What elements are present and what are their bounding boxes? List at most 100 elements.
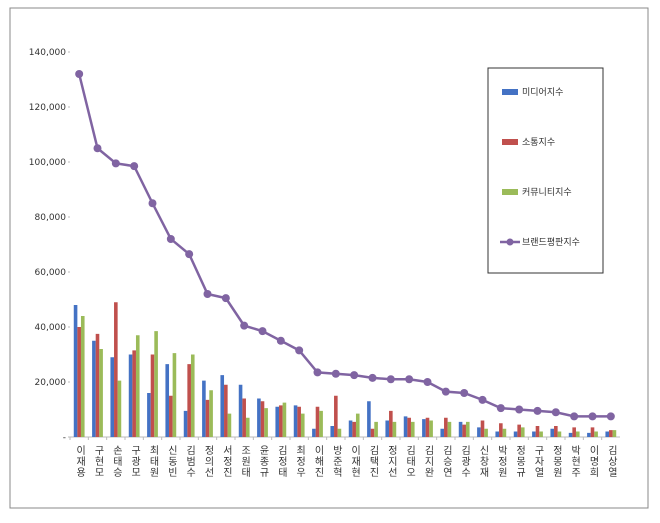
bar (422, 419, 426, 437)
x-tick-label: 김정태 (275, 445, 287, 478)
x-tick-label: 최태원 (147, 445, 159, 478)
bar (367, 401, 371, 437)
bar (590, 427, 595, 437)
bar (410, 421, 415, 437)
bar (374, 421, 378, 437)
bar (370, 428, 375, 437)
marker (441, 387, 450, 396)
x-tick-label: 정몽규 (514, 445, 526, 478)
legend-label: 브랜드평판지수 (522, 237, 580, 248)
bar (502, 428, 507, 437)
marker (203, 290, 212, 298)
bar (282, 402, 287, 437)
bar (462, 424, 466, 437)
x-tick-label: 김택진 (367, 445, 379, 478)
marker (111, 159, 120, 168)
bar (264, 408, 268, 437)
bar (429, 420, 433, 437)
x-tick-label: 구광모 (129, 445, 141, 478)
bar (275, 406, 280, 437)
bar (539, 431, 543, 437)
bar (440, 428, 445, 437)
y-tick-label: 40,000 (35, 323, 67, 333)
x-tick-label: 김승연 (440, 445, 452, 478)
x-tick-label: 김광수 (459, 445, 471, 478)
marker (185, 250, 194, 259)
x-tick-label: 이명희 (587, 445, 599, 478)
bar (202, 380, 206, 437)
bar (444, 417, 448, 437)
bar (117, 380, 122, 437)
bar (572, 427, 576, 437)
bar (220, 375, 225, 437)
legend-label: 미디어지수 (522, 87, 563, 98)
marker (533, 406, 542, 415)
bar (557, 431, 562, 437)
bar (484, 428, 488, 437)
bar (495, 431, 500, 437)
marker (258, 327, 267, 336)
marker (130, 162, 139, 171)
bar (477, 427, 481, 437)
x-tick-label: 이재현 (349, 445, 361, 478)
marker (606, 412, 615, 421)
x-tick-label: 최정우 (294, 445, 306, 478)
bar (80, 316, 85, 437)
x-tick-label: 김상열 (605, 445, 617, 478)
x-tick-label: 조원태 (239, 445, 251, 478)
marker (166, 235, 175, 243)
y-tick-label: 100,000 (29, 158, 66, 168)
bar (403, 416, 408, 437)
x-tick-label: 손태승 (110, 445, 122, 478)
bar (612, 430, 617, 437)
marker (570, 412, 579, 421)
bar (312, 428, 316, 437)
marker (148, 199, 157, 208)
bar (532, 431, 536, 437)
y-tick-label: 140,000 (29, 48, 66, 58)
x-tick-label: 김태오 (404, 445, 416, 478)
bar (279, 405, 283, 437)
bar (209, 390, 213, 437)
bar (407, 417, 411, 437)
marker (93, 144, 102, 153)
bar (315, 406, 320, 437)
marker (588, 412, 597, 421)
bar (187, 364, 191, 437)
bar (348, 420, 353, 437)
bar (227, 413, 232, 437)
bar (355, 413, 360, 437)
x-tick-label: 이재용 (74, 445, 86, 478)
marker (386, 375, 395, 384)
marker (276, 336, 285, 345)
bar (300, 413, 305, 437)
y-tick-label: - (63, 433, 66, 443)
bar (73, 305, 78, 437)
bar (587, 432, 591, 437)
bar (605, 431, 610, 437)
x-tick-label: 김범수 (184, 445, 196, 478)
marker (331, 369, 340, 378)
bar (550, 428, 555, 437)
legend-swatch (506, 238, 514, 246)
legend-swatch (502, 89, 518, 95)
marker (368, 373, 377, 382)
x-tick-label: 정의선 (202, 445, 214, 478)
bar (568, 432, 573, 437)
marker (295, 346, 304, 355)
x-tick-label: 김지완 (422, 445, 434, 478)
bar (169, 395, 173, 437)
bar (165, 364, 170, 437)
x-tick-label: 신창재 (477, 445, 489, 478)
marker (221, 294, 230, 303)
bar (77, 327, 81, 437)
bar (132, 350, 136, 437)
bar (319, 410, 323, 437)
bar (147, 393, 151, 437)
bar (257, 398, 261, 437)
bar (499, 423, 503, 437)
bar (330, 426, 335, 437)
bar (447, 421, 452, 437)
bar (535, 426, 540, 437)
bar (154, 331, 158, 437)
